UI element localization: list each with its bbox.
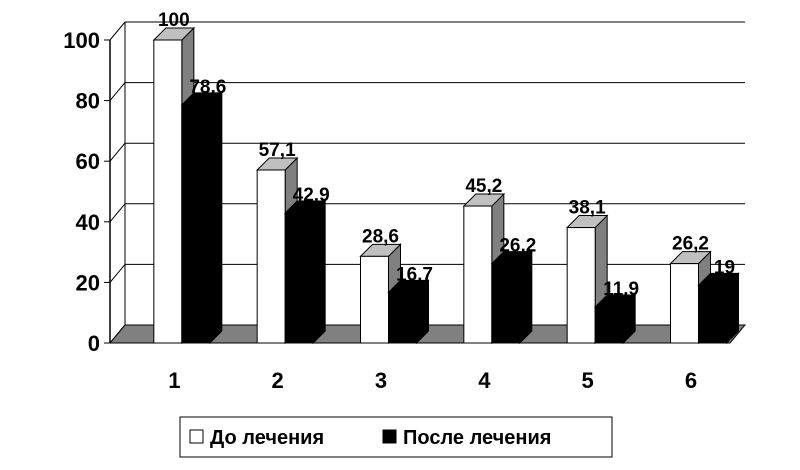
- bar-front: [491, 263, 521, 344]
- bar-front: [388, 291, 417, 344]
- data-label-after: 11,9: [603, 279, 639, 300]
- x-tick-label: 5: [582, 368, 594, 393]
- data-label-before: 57,1: [259, 140, 296, 161]
- bar-front: [360, 255, 389, 344]
- bar-after-1: [180, 91, 224, 345]
- legend-item-after: После лечения: [382, 427, 551, 449]
- legend-label-before: До лечения: [210, 427, 324, 449]
- y-axis-depth-line: [109, 21, 126, 41]
- bar-after-2: [283, 199, 327, 345]
- bars: [152, 26, 740, 345]
- data-labels: 100 78,6 57,1 42,9 28,6 16,7 45,2 26,2 38,1 11,9 2…: [158, 10, 735, 300]
- bar-after-3: [387, 279, 430, 345]
- legend: До лечения После лечения: [179, 416, 613, 458]
- axes: [104, 21, 126, 344]
- x-axis-tick-labels: 1 2 3 4 5 6: [168, 368, 697, 393]
- legend-item-before: До лечения: [189, 427, 324, 449]
- x-tick-label: 6: [685, 368, 697, 393]
- bar-front: [670, 263, 699, 344]
- y-tick-label: 100: [63, 28, 100, 53]
- x-tick-label: 1: [168, 368, 180, 393]
- data-label-after: 42,9: [293, 185, 330, 206]
- bar-front: [463, 205, 493, 344]
- y-tick-label: 40: [76, 210, 100, 235]
- data-label-before: 45,2: [465, 176, 502, 197]
- bar-front: [566, 227, 596, 344]
- x-tick-label: 2: [272, 368, 284, 393]
- bar-front: [256, 169, 286, 344]
- data-label-after: 19: [714, 257, 735, 278]
- legend-swatch-before: [189, 429, 204, 444]
- bar-front: [594, 306, 624, 344]
- x-tick-label: 3: [375, 368, 387, 393]
- y-axis-depth-line: [109, 82, 126, 101]
- data-label-after: 26,2: [499, 236, 536, 257]
- bar-after-6: [697, 272, 740, 345]
- bar-front: [698, 284, 727, 344]
- y-tick-label: 60: [76, 149, 100, 174]
- data-label-after: 78,6: [189, 77, 226, 98]
- legend-label-after: После лечения: [403, 427, 551, 449]
- bar-side: [312, 199, 326, 345]
- bar-before-3: [359, 243, 402, 345]
- y-axis-depth-line: [109, 264, 126, 283]
- bar-front: [284, 212, 314, 344]
- bar-front: [153, 39, 183, 344]
- data-label-after: 16,7: [396, 264, 433, 285]
- bar-front: [181, 104, 211, 344]
- bar-side: [209, 91, 223, 345]
- gridlines: [125, 21, 745, 265]
- data-label-before: 38,1: [569, 198, 606, 219]
- y-axis-depth-line: [109, 142, 126, 162]
- bar-after-5: [593, 293, 637, 345]
- data-label-before: 26,2: [672, 234, 709, 255]
- bar-after-4: [490, 250, 534, 345]
- x-tick-label: 4: [478, 368, 491, 393]
- bar-side: [519, 250, 533, 345]
- data-label-before: 100: [158, 10, 190, 31]
- y-tick-label: 20: [76, 270, 100, 295]
- legend-swatch-after: [382, 429, 397, 444]
- y-tick-label: 80: [76, 89, 100, 114]
- y-axis-tick-labels: 0 20 40 60 80 100: [63, 28, 100, 356]
- y-axis-depth-line: [109, 203, 126, 223]
- y-tick-label: 0: [88, 331, 100, 356]
- data-label-before: 28,6: [362, 226, 399, 247]
